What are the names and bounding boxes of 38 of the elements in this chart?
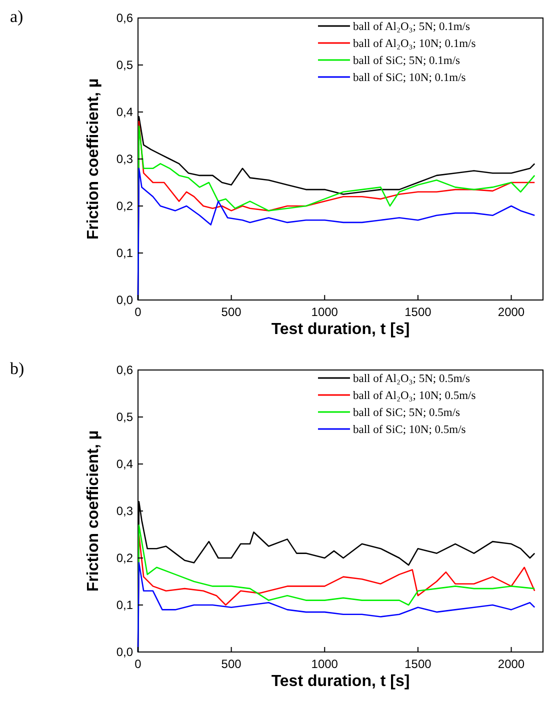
x-tick-label: 0 — [134, 305, 142, 319]
y-axis-title: Friction coefficient, µ — [85, 78, 102, 240]
y-tick-label: 0,3 — [116, 504, 134, 518]
x-axis-title: Test duration, t [s] — [271, 321, 410, 338]
y-tick-label: 0,2 — [116, 199, 134, 213]
legend-label: ball of SiC; 10N; 0.1m/s — [353, 72, 466, 84]
x-tick-label: 1500 — [404, 657, 432, 671]
legend-label: ball of Al₂O₃; 10N; 0.5m/s — [353, 390, 476, 402]
y-tick-label: 0,0 — [116, 645, 134, 659]
y-tick-label: 0,0 — [116, 293, 134, 307]
y-tick-label: 0,5 — [116, 410, 134, 424]
y-tick-label: 0,6 — [116, 11, 134, 25]
legend-label: ball of SiC; 10N; 0.5m/s — [353, 424, 466, 436]
text: b) — [10, 359, 24, 378]
x-tick-label: 2000 — [498, 657, 525, 671]
legend-label: ball of Al₂O₃; 5N; 0.1m/s — [353, 21, 470, 33]
y-tick-label: 0,4 — [116, 457, 134, 471]
y-tick-label: 0,2 — [116, 551, 134, 565]
legend-label: ball of SiC; 5N; 0.5m/s — [353, 407, 461, 419]
y-axis-title: Friction coefficient, µ — [85, 430, 102, 592]
y-tick-label: 0,4 — [116, 105, 134, 119]
y-tick-label: 0,5 — [116, 58, 134, 72]
legend-label: ball of SiC; 5N; 0.1m/s — [353, 55, 461, 67]
legend-label: ball of Al₂O₃; 10N; 0.1m/s — [353, 38, 476, 50]
x-tick-label: 1500 — [404, 305, 432, 319]
x-tick-label: 0 — [134, 657, 142, 671]
y-tick-label: 0,1 — [116, 246, 134, 260]
y-tick-label: 0,3 — [116, 152, 134, 166]
x-tick-label: 500 — [221, 305, 242, 319]
y-tick-label: 0,6 — [116, 363, 134, 377]
x-tick-label: 500 — [221, 657, 242, 671]
x-tick-label: 2000 — [498, 305, 525, 319]
text: a) — [10, 7, 24, 26]
legend-label: ball of Al₂O₃; 5N; 0.5m/s — [353, 373, 470, 385]
x-tick-label: 1000 — [311, 657, 338, 671]
y-tick-label: 0,1 — [116, 598, 134, 612]
x-tick-label: 1000 — [311, 305, 338, 319]
x-axis-title: Test duration, t [s] — [271, 673, 410, 690]
